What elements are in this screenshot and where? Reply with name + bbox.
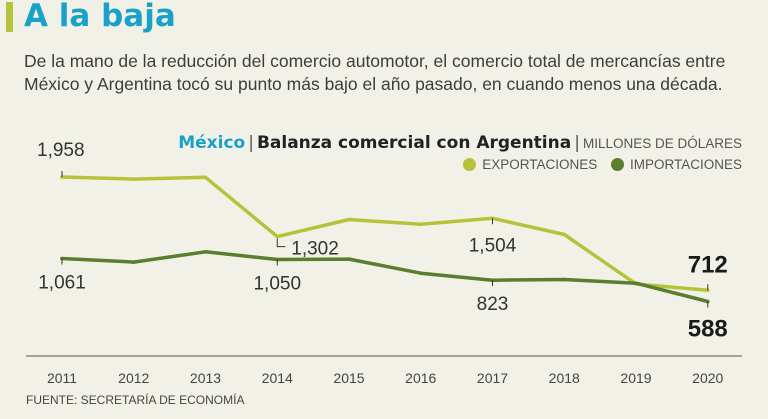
- data-label: 1,050: [253, 274, 301, 295]
- x-tick-label: 2017: [477, 370, 508, 386]
- chart-title-main: Balanza comercial con Argentina: [256, 133, 572, 153]
- label-leader: [276, 238, 286, 248]
- data-point: [131, 260, 136, 264]
- x-tick-label: 2020: [692, 370, 723, 386]
- chart-title: México | Balanza comercial con Argentina | M…: [178, 131, 742, 156]
- legend-label-imports: IMPORTACIONES: [629, 157, 742, 172]
- legend: EXPORTACIONES IMPORTACIONES: [453, 157, 742, 174]
- data-label: 1,958: [37, 140, 85, 161]
- x-tick-label: 2013: [190, 370, 221, 386]
- data-point: [562, 277, 567, 282]
- data-point: [418, 222, 423, 227]
- data-label: 1,504: [469, 235, 517, 256]
- data-point: [347, 257, 351, 261]
- data-label: 823: [477, 294, 509, 315]
- data-label: 1,302: [291, 239, 339, 260]
- headline: A la baja: [24, 0, 176, 34]
- description: De la mano de la reducción del comercio …: [24, 51, 726, 94]
- accent-bar: [6, 2, 13, 32]
- data-point: [634, 281, 638, 285]
- data-point: [203, 175, 208, 180]
- data-point: [131, 177, 136, 181]
- data-label: 1,061: [38, 273, 86, 294]
- legend-label-exports: EXPORTACIONES: [482, 157, 598, 172]
- x-tick-label: 2015: [333, 370, 364, 386]
- data-point: [203, 250, 208, 254]
- data-point: [275, 234, 280, 239]
- data-point: [562, 232, 567, 237]
- series-line-imports: [60, 250, 710, 304]
- legend-swatch-exports: [463, 158, 477, 171]
- chart-title-separator: |: [248, 133, 254, 153]
- chart-units: MILLONES DE DÓLARES: [582, 136, 742, 151]
- data-point: [347, 217, 351, 222]
- series-line-exports: [60, 175, 710, 293]
- data-point: [705, 288, 710, 293]
- legend-item-imports: IMPORTACIONES: [610, 157, 742, 172]
- data-label: 588: [688, 316, 728, 343]
- legend-item-exports: EXPORTACIONES: [463, 157, 597, 172]
- x-tick-label: 2019: [620, 370, 651, 386]
- x-tick-label: 2012: [118, 370, 149, 386]
- x-tick-label: 2014: [262, 370, 293, 386]
- x-tick-label: 2011: [47, 370, 77, 386]
- source-note: FUENTE: SECRETARÍA DE ECONOMÍA: [26, 393, 245, 407]
- chart-title-country: México: [178, 133, 246, 153]
- x-tick-label: 2016: [405, 370, 436, 386]
- legend-swatch-imports: [610, 158, 624, 171]
- data-label: 712: [688, 251, 728, 278]
- x-tick-label: 2018: [549, 370, 580, 386]
- chart-title-separator-2: |: [574, 133, 580, 153]
- data-point: [418, 271, 423, 275]
